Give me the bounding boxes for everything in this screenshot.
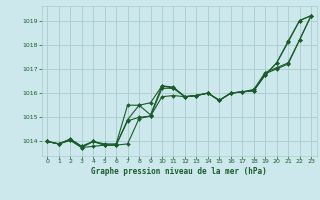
X-axis label: Graphe pression niveau de la mer (hPa): Graphe pression niveau de la mer (hPa) [91,167,267,176]
